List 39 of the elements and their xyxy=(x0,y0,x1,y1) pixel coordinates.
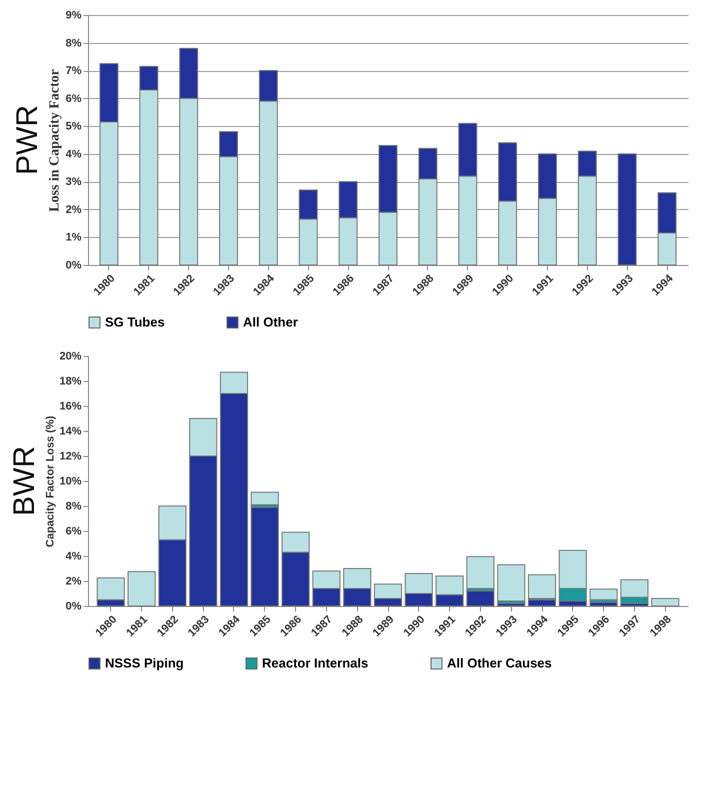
y-tick-label: 3% xyxy=(66,176,82,188)
text: PWR xyxy=(11,105,44,175)
bar xyxy=(618,153,637,266)
y-tick-label: 16% xyxy=(59,400,82,412)
y-tick-label: 6% xyxy=(66,92,82,105)
y-tick-label: 0% xyxy=(66,600,82,612)
y-tick-label: 9% xyxy=(66,10,82,22)
bar xyxy=(250,492,279,506)
y-tick-label: 8% xyxy=(66,500,82,512)
y-tick-label: 2% xyxy=(66,576,82,588)
y-axis-title: Loss in Capacity Factor xyxy=(48,69,63,212)
y-tick-label: 6% xyxy=(66,526,82,538)
bar xyxy=(651,598,680,606)
y-tick-label: 2% xyxy=(66,204,82,216)
y-tick-label: 14% xyxy=(59,426,82,438)
bar xyxy=(497,564,526,602)
bar xyxy=(466,556,494,589)
legend-label: NSSS Piping xyxy=(105,656,184,671)
y-tick-label: 8% xyxy=(66,37,82,50)
text: BWR xyxy=(8,446,41,516)
y-tick-label: 4% xyxy=(66,148,82,160)
y-tick-label: 12% xyxy=(59,450,82,462)
y-tick-label: 18% xyxy=(59,376,82,388)
y-tick-label: 10% xyxy=(59,476,82,488)
legend-label: All Other xyxy=(243,314,298,330)
legend-label: Reactor Internals xyxy=(262,656,368,671)
legend-label: All Other Causes xyxy=(447,656,552,671)
y-tick-label: 5% xyxy=(66,120,82,133)
bar xyxy=(128,571,156,606)
y-tick-label: 4% xyxy=(66,550,82,562)
legend-label: SG Tubes xyxy=(105,314,165,330)
y-tick-label: 7% xyxy=(66,65,82,78)
bar xyxy=(466,590,494,606)
y-axis-title: Capacity Factor Loss (%) xyxy=(44,415,56,548)
y-tick-label: 0% xyxy=(66,260,82,272)
bar xyxy=(590,588,618,600)
y-tick-label: 20% xyxy=(59,350,82,362)
bar xyxy=(250,506,279,606)
y-tick-label: 1% xyxy=(66,232,82,244)
